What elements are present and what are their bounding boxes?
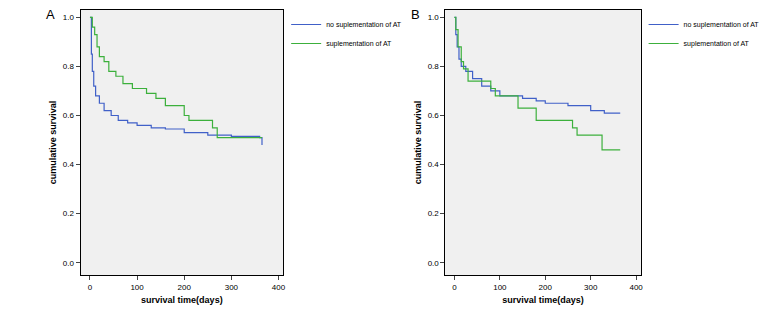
svg-text:0: 0 <box>88 283 93 292</box>
svg-text:no suplementation of AT: no suplementation of AT <box>326 21 402 29</box>
svg-text:no suplementation of AT: no suplementation of AT <box>684 21 760 29</box>
svg-text:cumulative survival: cumulative survival <box>413 101 423 185</box>
svg-text:0.6: 0.6 <box>63 111 75 120</box>
svg-text:100: 100 <box>130 283 144 292</box>
svg-text:300: 300 <box>584 283 598 292</box>
svg-text:0.8: 0.8 <box>63 62 75 71</box>
svg-text:0: 0 <box>452 283 457 292</box>
svg-text:0.4: 0.4 <box>63 160 75 169</box>
svg-text:400: 400 <box>629 283 643 292</box>
svg-text:0.2: 0.2 <box>63 209 75 218</box>
svg-text:1.0: 1.0 <box>63 13 75 22</box>
svg-text:cumulative survival: cumulative survival <box>48 101 58 185</box>
svg-text:1.0: 1.0 <box>428 13 440 22</box>
svg-text:400: 400 <box>272 283 286 292</box>
svg-text:0.8: 0.8 <box>428 62 440 71</box>
svg-text:100: 100 <box>493 283 507 292</box>
svg-text:survival time(days): survival time(days) <box>141 295 223 305</box>
svg-text:0.2: 0.2 <box>428 209 440 218</box>
svg-text:suplementation of AT: suplementation of AT <box>684 40 750 48</box>
svg-text:0.6: 0.6 <box>428 111 440 120</box>
svg-text:0.0: 0.0 <box>428 259 440 268</box>
svg-text:300: 300 <box>225 283 239 292</box>
svg-text:suplementation of AT: suplementation of AT <box>326 40 392 48</box>
svg-text:0.4: 0.4 <box>428 160 440 169</box>
svg-text:200: 200 <box>539 283 553 292</box>
svg-text:B: B <box>411 7 420 22</box>
svg-text:A: A <box>46 7 55 22</box>
svg-text:0.0: 0.0 <box>63 259 75 268</box>
svg-text:survival time(days): survival time(days) <box>502 295 584 305</box>
svg-text:200: 200 <box>178 283 192 292</box>
